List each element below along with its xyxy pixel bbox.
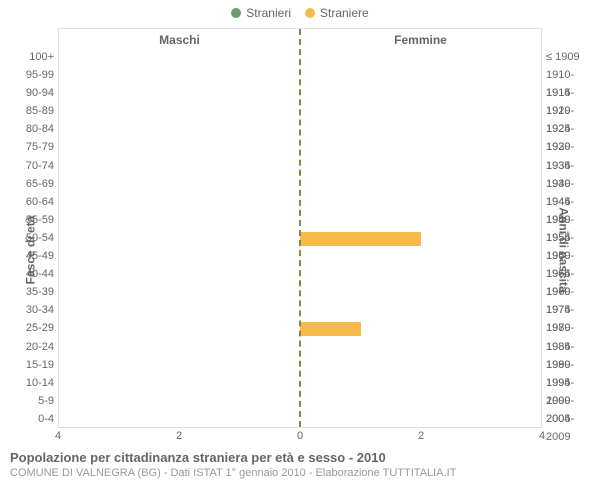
ytick-birth: 1925-1929: [546, 120, 594, 138]
ytick-birth: 1955-1959: [546, 229, 594, 247]
ytick-age: 20-24: [10, 338, 54, 356]
chart-subtitle: COMUNE DI VALNEGRA (BG) - Dati ISTAT 1° …: [10, 467, 456, 479]
ytick-birth: 2005-2009: [546, 410, 594, 428]
ytick-birth: 1930-1934: [546, 138, 594, 156]
ytick-birth: 1920-1924: [546, 102, 594, 120]
ytick-birth: 1940-1944: [546, 175, 594, 193]
ytick-age: 25-29: [10, 319, 54, 337]
ytick-birth: 1935-1939: [546, 157, 594, 175]
xtick: 0: [297, 430, 303, 442]
ytick-birth: 1915-1919: [546, 84, 594, 102]
bar-female: [300, 232, 421, 246]
ytick-birth: 1990-1994: [546, 356, 594, 374]
ytick-birth: 1995-1999: [546, 374, 594, 392]
ytick-birth: 1975-1979: [546, 301, 594, 319]
ytick-birth: 1945-1949: [546, 193, 594, 211]
ytick-age: 70-74: [10, 157, 54, 175]
ytick-birth: ≤ 1909: [546, 48, 594, 66]
ytick-age: 10-14: [10, 374, 54, 392]
legend-swatch: [305, 8, 315, 18]
ytick-age: 30-34: [10, 301, 54, 319]
ytick-birth: 1960-1964: [546, 247, 594, 265]
ytick-birth: 1970-1974: [546, 283, 594, 301]
legend: Stranieri Straniere: [0, 0, 600, 20]
center-divider: [299, 29, 301, 427]
legend-item: Straniere: [305, 6, 369, 20]
ytick-birth: 1985-1989: [546, 338, 594, 356]
xtick: 4: [55, 430, 61, 442]
ytick-birth: 1965-1969: [546, 265, 594, 283]
ytick-age: 90-94: [10, 84, 54, 102]
ytick-age: 60-64: [10, 193, 54, 211]
ytick-age: 65-69: [10, 175, 54, 193]
legend-swatch: [231, 8, 241, 18]
ytick-age: 100+: [10, 48, 54, 66]
ytick-age: 85-89: [10, 102, 54, 120]
xtick: 4: [539, 430, 545, 442]
legend-label: Straniere: [320, 6, 369, 20]
ytick-age: 95-99: [10, 66, 54, 84]
ytick-birth: 1910-1914: [546, 66, 594, 84]
ytick-birth: 1980-1984: [546, 319, 594, 337]
xtick: 2: [176, 430, 182, 442]
title-block: Popolazione per cittadinanza straniera p…: [10, 450, 456, 479]
ytick-age: 50-54: [10, 229, 54, 247]
ytick-age: 5-9: [10, 392, 54, 410]
xtick: 2: [418, 430, 424, 442]
legend-item: Stranieri: [231, 6, 291, 20]
ytick-age: 45-49: [10, 247, 54, 265]
ytick-age: 40-44: [10, 265, 54, 283]
legend-label: Stranieri: [246, 6, 291, 20]
chart-plot-area: Maschi Femmine: [58, 28, 542, 428]
ytick-age: 0-4: [10, 410, 54, 428]
ytick-age: 15-19: [10, 356, 54, 374]
bar-female: [300, 322, 361, 336]
ytick-birth: 2000-2004: [546, 392, 594, 410]
ytick-age: 80-84: [10, 120, 54, 138]
header-females: Femmine: [300, 33, 541, 47]
ytick-age: 75-79: [10, 138, 54, 156]
chart-title: Popolazione per cittadinanza straniera p…: [10, 450, 456, 465]
ytick-age: 35-39: [10, 283, 54, 301]
header-males: Maschi: [59, 33, 300, 47]
ytick-birth: 1950-1954: [546, 211, 594, 229]
x-axis: 4 2 0 2 4: [58, 430, 542, 446]
ytick-age: 55-59: [10, 211, 54, 229]
